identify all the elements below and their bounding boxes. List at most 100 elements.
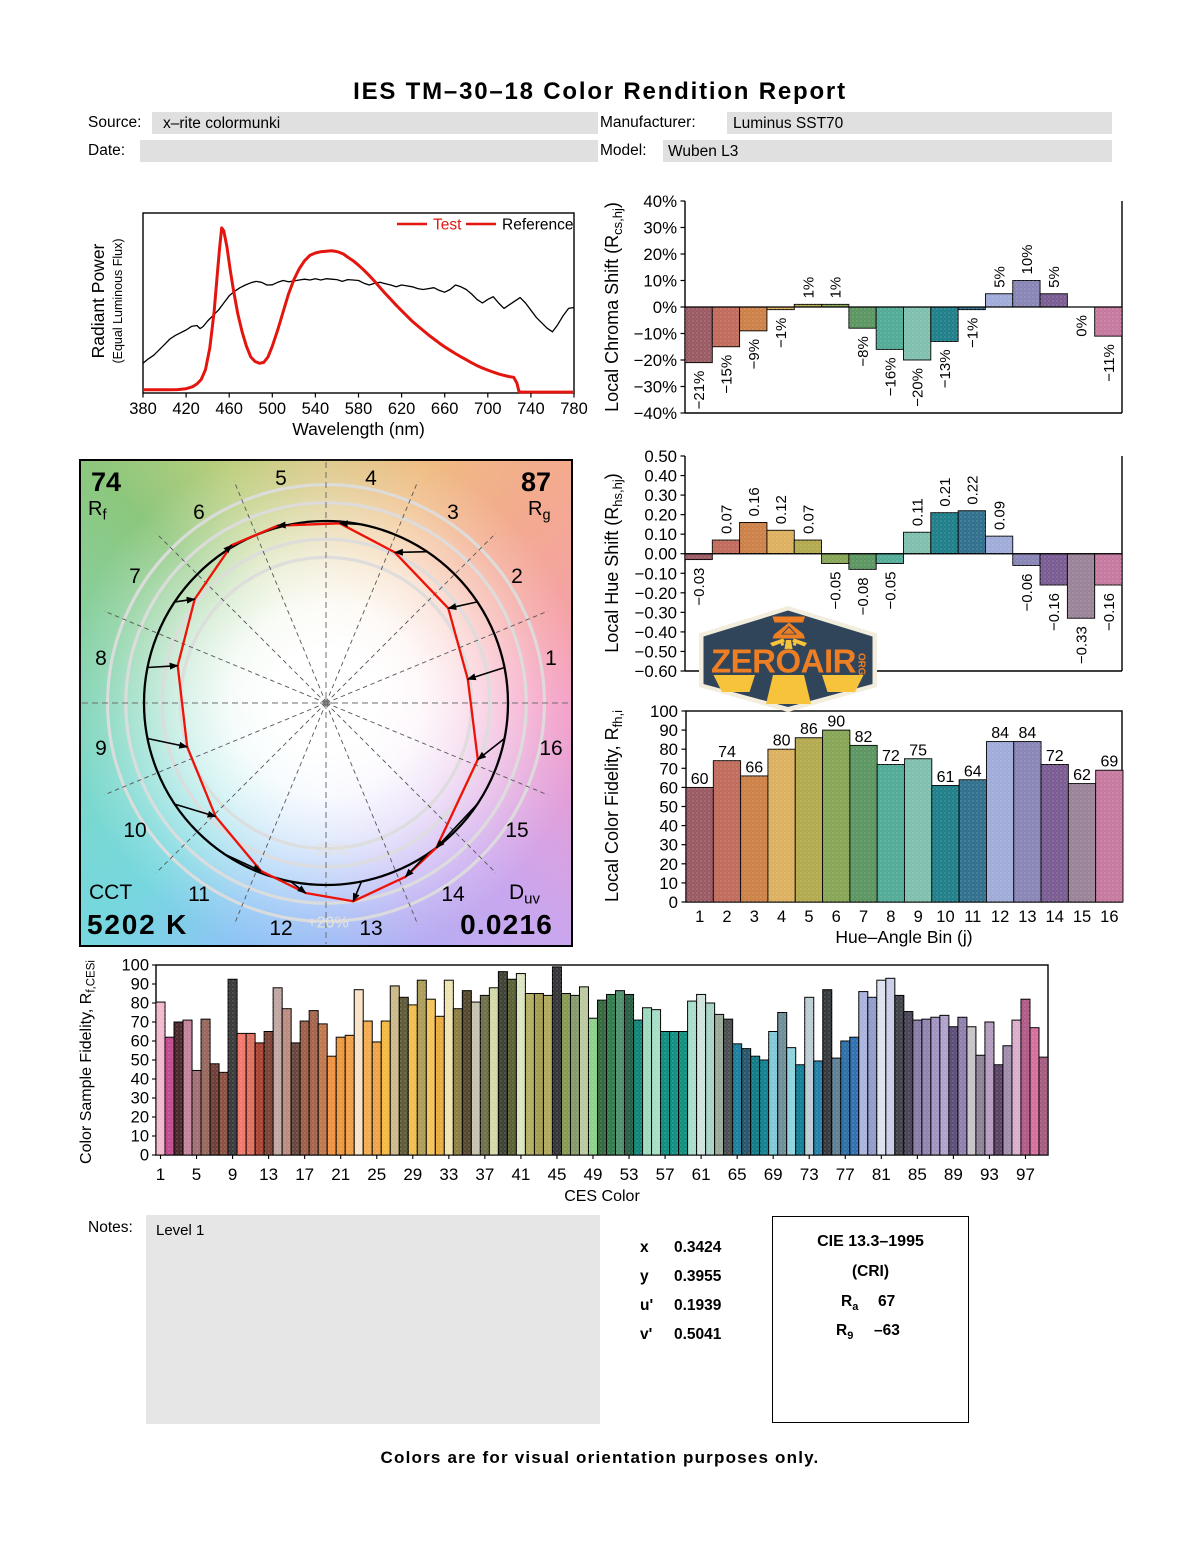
svg-text:(Equal Luminous Flux): (Equal Luminous Flux) [111,238,125,363]
svg-text:4: 4 [777,908,786,926]
svg-text:−0.33: −0.33 [1074,626,1091,664]
svg-text:1: 1 [156,1165,165,1184]
svg-text:40: 40 [659,817,678,836]
svg-text:9: 9 [228,1165,237,1184]
svg-text:82: 82 [855,729,873,746]
svg-text:−40%: −40% [634,404,677,423]
svg-text:8: 8 [886,908,895,926]
svg-text:97: 97 [1016,1165,1035,1184]
svg-text:11: 11 [188,883,210,906]
svg-text:62: 62 [1073,767,1091,784]
svg-text:Test: Test [433,217,462,234]
svg-text:40%: 40% [643,192,677,211]
svg-text:80: 80 [131,995,149,1013]
svg-text:70: 70 [131,1014,149,1032]
svg-text:−0.50: −0.50 [635,642,677,661]
svg-text:−1%: −1% [964,318,981,348]
svg-text:100: 100 [650,702,678,721]
svg-text:7: 7 [859,908,868,926]
svg-text:77: 77 [836,1165,855,1184]
svg-text:10: 10 [659,874,678,893]
svg-text:Hue–Angle Bin (j): Hue–Angle Bin (j) [835,927,972,947]
svg-text:500: 500 [259,400,287,418]
svg-text:69: 69 [1100,754,1118,771]
svg-text:−1%: −1% [773,318,790,348]
svg-text:0.07: 0.07 [719,505,736,534]
svg-text:75: 75 [909,742,927,759]
svg-text:13: 13 [359,917,382,940]
svg-text:93: 93 [980,1165,999,1184]
svg-text:−15%: −15% [719,355,736,394]
svg-text:−20%: −20% [910,368,927,407]
svg-text:−20%: −20% [307,842,348,859]
svg-text:14: 14 [441,883,465,906]
svg-text:74: 74 [91,467,121,497]
svg-text:0.16: 0.16 [746,487,763,516]
svg-text:4: 4 [365,467,377,490]
svg-text:−11%: −11% [1101,344,1118,382]
svg-text:5: 5 [804,908,813,926]
svg-text:66: 66 [745,759,763,776]
svg-text:620: 620 [388,400,416,418]
svg-text:61: 61 [937,769,955,786]
svg-text:20: 20 [131,1109,149,1127]
svg-text:0.11: 0.11 [910,498,927,526]
svg-text:45: 45 [547,1165,566,1184]
svg-text:61: 61 [692,1165,711,1184]
svg-text:30: 30 [131,1090,149,1108]
svg-text:0.22: 0.22 [964,475,981,504]
svg-text:ZEROAIR: ZEROAIR [711,643,857,680]
svg-text:0: 0 [140,1147,149,1165]
svg-text:6: 6 [193,501,205,524]
svg-text:8: 8 [95,647,107,670]
svg-text:53: 53 [620,1165,639,1184]
svg-text:−20%: −20% [634,351,677,370]
svg-text:1: 1 [545,647,557,670]
svg-text:5%: 5% [1046,266,1063,288]
svg-text:33: 33 [439,1165,458,1184]
svg-text:−0.10: −0.10 [635,564,677,583]
svg-text:0.00: 0.00 [644,545,677,564]
svg-text:420: 420 [172,400,200,418]
svg-text:−0.05: −0.05 [882,572,899,610]
svg-text:72: 72 [1046,748,1064,765]
svg-text:10%: 10% [643,272,677,291]
svg-text:64: 64 [964,763,982,780]
svg-text:−21%: −21% [691,371,708,410]
svg-text:0.20: 0.20 [644,506,677,525]
svg-text:CCT: CCT [89,881,132,904]
svg-text:−0.08: −0.08 [855,577,872,615]
svg-text:−8%: −8% [855,336,872,366]
svg-text:3: 3 [750,908,759,926]
svg-text:0.21: 0.21 [937,477,954,506]
svg-text:13: 13 [259,1165,278,1184]
svg-text:80: 80 [773,733,791,750]
svg-text:−9%: −9% [746,339,763,369]
svg-text:20: 20 [659,855,678,874]
svg-text:5%: 5% [992,266,1009,288]
svg-text:Local Color Fidelity, Rfh,i: Local Color Fidelity, Rfh,i [602,710,625,902]
svg-text:72: 72 [882,748,900,765]
svg-text:84: 84 [991,725,1009,742]
svg-text:540: 540 [302,400,330,418]
svg-text:−0.20: −0.20 [635,584,677,603]
svg-text:85: 85 [908,1165,927,1184]
svg-text:1: 1 [695,908,704,926]
svg-text:74: 74 [718,744,736,761]
svg-text:−0.40: −0.40 [635,623,677,642]
svg-text:0.30: 0.30 [644,486,677,505]
svg-text:0.10: 0.10 [644,525,677,544]
svg-text:30: 30 [659,836,678,855]
svg-text:CES Color: CES Color [564,1188,640,1205]
svg-text:Color Sample Fidelity, Rf,CESi: Color Sample Fidelity, Rf,CESi [78,960,98,1164]
svg-text:17: 17 [295,1165,314,1184]
svg-text:0%: 0% [1074,315,1091,337]
svg-text:0.50: 0.50 [644,447,677,466]
svg-text:69: 69 [764,1165,783,1184]
svg-text:5202 K: 5202 K [87,909,188,940]
svg-text:740: 740 [517,400,545,418]
svg-text:10: 10 [936,908,954,926]
svg-text:84: 84 [1019,725,1037,742]
svg-text:Reference: Reference [502,217,574,234]
svg-text:−16%: −16% [882,357,899,396]
